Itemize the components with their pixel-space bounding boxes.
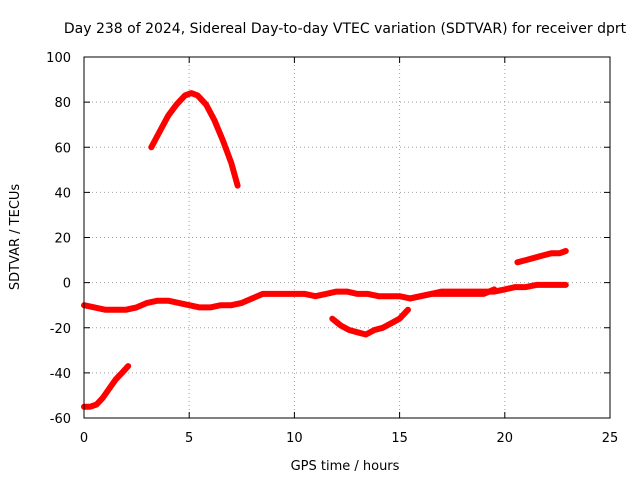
y-tick-label: -60 <box>50 412 71 427</box>
y-tick-label: 60 <box>54 141 71 156</box>
grid-layer <box>84 57 610 418</box>
series-arc-dip <box>329 306 411 338</box>
series-layer <box>81 90 569 410</box>
x-tick-label: 5 <box>185 431 193 446</box>
series-arc-end-rising <box>514 248 569 266</box>
x-tick-label: 25 <box>602 431 619 446</box>
series-arc-late-flat <box>407 281 569 302</box>
x-tick-label: 20 <box>497 431 514 446</box>
x-tick-label: 0 <box>80 431 88 446</box>
y-axis-title: SDTVAR / TECUs <box>8 184 23 291</box>
tick-layer: 0 5 10 15 20 25 -60 -40 -20 0 20 40 60 80 100 <box>46 51 618 446</box>
series-arc-low-rising <box>81 363 132 410</box>
y-tick-label: -40 <box>50 367 71 382</box>
y-tick-label: 0 <box>63 277 71 292</box>
series-arc-peak <box>148 90 241 189</box>
x-tick-label: 10 <box>286 431 303 446</box>
y-tick-label: -20 <box>50 322 71 337</box>
y-tick-label: 100 <box>46 51 71 66</box>
y-tick-label: 20 <box>54 232 71 247</box>
y-tick-label: 40 <box>54 186 71 201</box>
chart-title: Day 238 of 2024, Sidereal Day-to-day VTE… <box>64 21 627 37</box>
x-tick-label: 15 <box>391 431 408 446</box>
plot-frame <box>83 56 611 419</box>
x-axis-title: GPS time / hours <box>291 459 400 474</box>
y-tick-label: 80 <box>54 96 71 111</box>
